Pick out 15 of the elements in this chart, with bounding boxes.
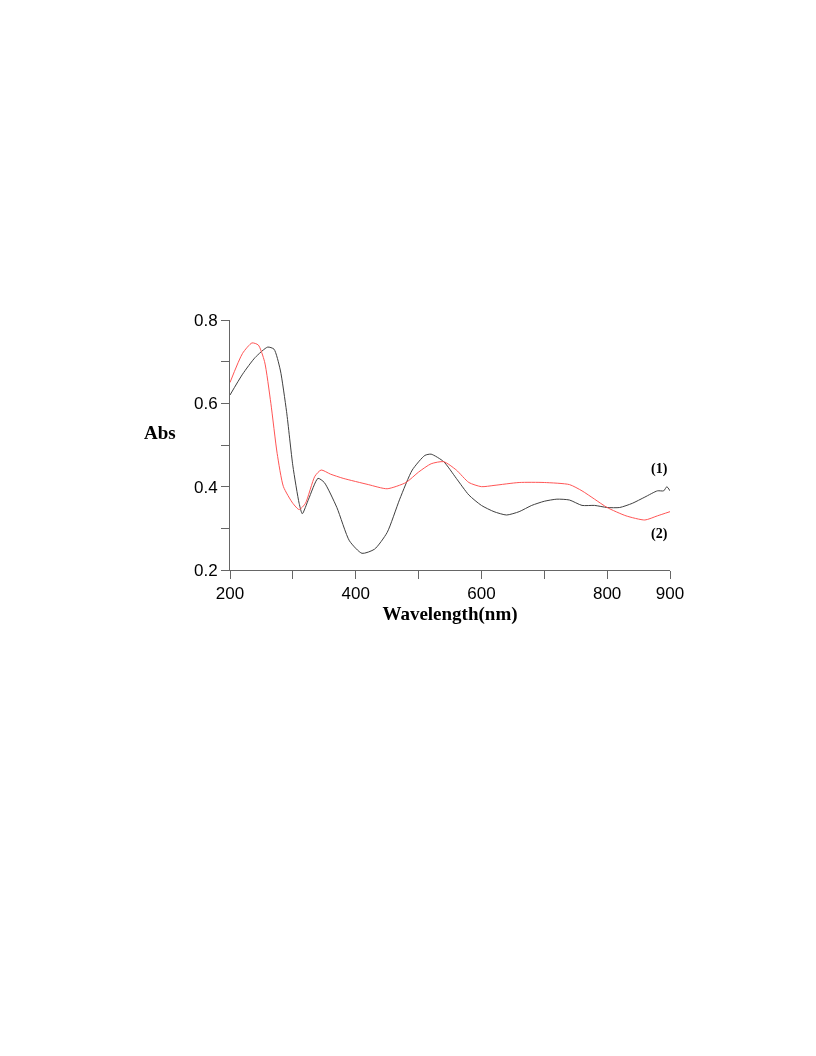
y-axis-title: Abs — [144, 422, 176, 443]
x-tick-label: 400 — [341, 584, 370, 604]
series-label: (1) — [651, 461, 668, 477]
x-axis-title: Wavelength(nm) — [382, 603, 518, 626]
series-label: (2) — [651, 526, 668, 542]
x-tick-label: 600 — [467, 584, 496, 604]
y-tick-label: 0.6 — [193, 394, 218, 414]
x-tick-label: 200 — [215, 584, 245, 604]
line-series — [230, 346, 670, 554]
x-tick-label: 900 — [655, 584, 685, 604]
line-series — [230, 342, 670, 521]
y-tick-label: 0.2 — [193, 560, 218, 580]
x-tick-label: 800 — [592, 584, 622, 604]
y-tick-label: 0.8 — [193, 310, 218, 330]
y-tick-label: 0.4 — [193, 477, 218, 497]
